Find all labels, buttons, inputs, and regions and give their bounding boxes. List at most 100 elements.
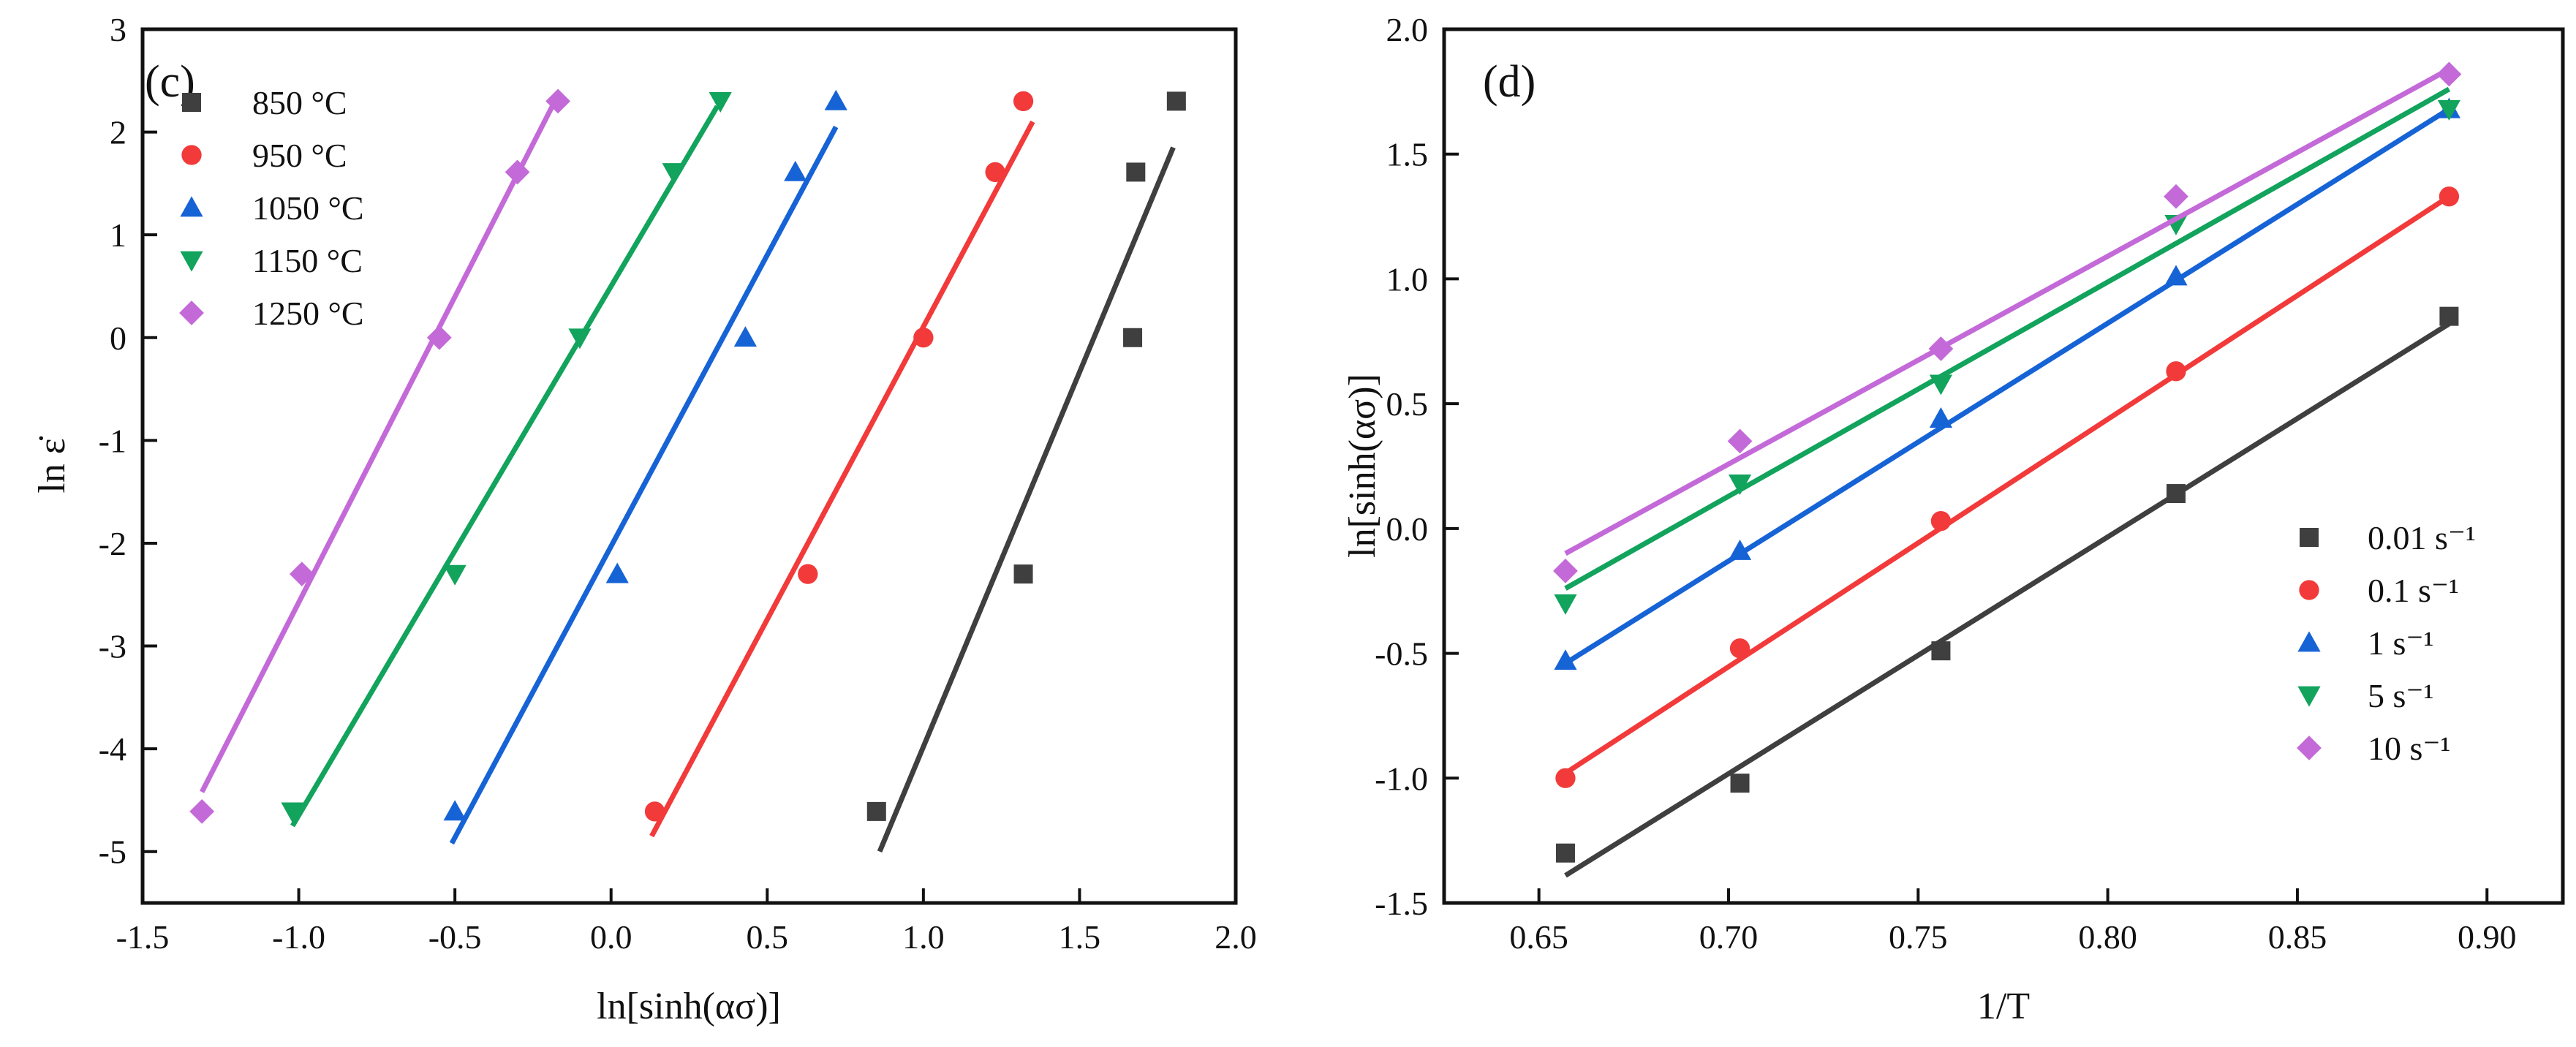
data-point-850-c	[1126, 162, 1146, 182]
y-tick-label: -4	[99, 730, 126, 768]
data-point-850-c	[1123, 328, 1143, 347]
data-point-1050-c	[824, 89, 847, 110]
x-tick-label: 0.85	[2268, 918, 2327, 956]
legend-marker-1250-c	[179, 301, 204, 325]
y-tick-label: 1.0	[1386, 260, 1429, 298]
legend-marker-10-s	[2297, 736, 2322, 760]
data-point-950-c	[644, 801, 665, 822]
legend-d: 0.01 s⁻¹ 0.1 s⁻¹ 1 s⁻¹ 5 s⁻¹ 10 s⁻¹	[2297, 519, 2476, 767]
legend-c: 850 °C 950 °C 1050 °C 1150 °C 1250 °C	[179, 84, 364, 332]
data-point-850-c	[866, 801, 886, 821]
data-point-950-c	[913, 328, 934, 348]
y-tick-label: -1	[99, 422, 126, 459]
legend-label-1050-c: 1050 °C	[252, 189, 364, 227]
x-tick-label: 0.80	[2078, 918, 2137, 956]
fit-line-5-s	[1564, 86, 2451, 591]
data-point-0-1-s	[1729, 638, 1750, 659]
data-point-1250-c	[189, 798, 215, 824]
y-tick-label: -2	[99, 525, 126, 562]
x-tick-label: 0.90	[2458, 918, 2517, 956]
data-point-1150-c	[281, 802, 304, 823]
y-tick-label: 2.0	[1386, 11, 1429, 48]
fit-line-0-1-s	[1564, 194, 2451, 776]
data-point-950-c	[1013, 91, 1034, 112]
y-tick-label: -0.5	[1375, 635, 1428, 673]
y-tick-label: 0	[110, 320, 126, 357]
y-tick-label: 2	[110, 114, 126, 151]
fit-line-1050-c	[449, 125, 839, 845]
y-tick-label: -1.5	[1375, 885, 1428, 922]
data-point-950-c	[798, 564, 818, 584]
data-point-10-s	[1928, 336, 1954, 361]
legend-label-0-1-s: 0.1 s⁻¹	[2368, 572, 2459, 609]
data-point-0-01-s	[2166, 484, 2186, 504]
data-point-0-01-s	[2439, 306, 2459, 326]
data-point-1250-c	[289, 562, 314, 587]
x-axis-title-d: 1/T	[1977, 986, 2030, 1027]
legend-label-0-01-s: 0.01 s⁻¹	[2368, 519, 2476, 556]
fit-line-1150-c	[290, 105, 719, 828]
y-tick-label: -5	[99, 834, 126, 871]
data-point-10-s	[1553, 559, 1578, 583]
fit-line-10-s	[1564, 67, 2451, 556]
data-point-1050-c	[733, 326, 757, 347]
plot-area-d: 0.65 0.70 0.75 0.80 0.85 0.90 -1.5 -1.0 -0.5 0.0 0…	[1375, 11, 2516, 956]
data-point-1250-c	[426, 325, 452, 350]
panel-d: 0.65 0.70 0.75 0.80 0.85 0.90 -1.5 -1.0 -0.5 0.0 0…	[1342, 11, 2565, 1027]
y-tick-label: 3	[110, 11, 126, 48]
data-point-10-s	[2164, 184, 2188, 209]
legend-marker-0-1-s	[2299, 580, 2319, 600]
panel-label-d: (d)	[1483, 57, 1536, 107]
x-axis-title-c: ln[sinh(ασ)]	[597, 986, 781, 1027]
data-point-1-s	[2164, 265, 2188, 286]
x-tick-label: 0.0	[590, 918, 632, 956]
y-tick-label: -3	[99, 628, 126, 665]
data-point-0-1-s	[2166, 361, 2186, 382]
data-point-5-s	[1728, 475, 1752, 495]
x-tick-label: 0.65	[1509, 918, 1568, 956]
data-point-1150-c	[709, 92, 732, 113]
data-point-5-s	[1554, 594, 1577, 615]
legend-label-950-c: 950 °C	[252, 137, 347, 174]
data-point-1250-c	[545, 88, 570, 114]
data-point-1-s	[1728, 539, 1752, 560]
y-axis-title-c: ln ε̇	[31, 436, 73, 493]
legend-label-1250-c: 1250 °C	[252, 295, 364, 332]
fit-line-1-s	[1564, 107, 2451, 666]
y-tick-label: 1	[110, 216, 126, 254]
data-point-1250-c	[505, 159, 530, 185]
y-tick-label: 1.5	[1386, 136, 1429, 173]
x-tick-label: 0.75	[1889, 918, 1948, 956]
data-point-950-c	[985, 162, 1005, 183]
x-tick-label: 1.0	[902, 918, 945, 956]
data-point-1-s	[1554, 649, 1577, 670]
x-tick-label: -0.5	[428, 918, 482, 956]
legend-marker-0-01-s	[2300, 528, 2319, 547]
fit-line-850-c	[877, 146, 1176, 853]
data-point-1050-c	[443, 800, 467, 821]
legend-marker-5-s	[2297, 686, 2321, 707]
fit-line-950-c	[649, 120, 1035, 838]
x-tick-label: 0.70	[1699, 918, 1759, 956]
data-point-0-01-s	[1555, 843, 1575, 863]
data-point-5-s	[1929, 374, 1953, 396]
data-point-0-1-s	[2439, 186, 2460, 207]
data-point-1150-c	[568, 328, 592, 349]
y-tick-label: 0.5	[1386, 385, 1429, 423]
x-tick-label: 2.0	[1215, 918, 1257, 956]
x-tick-label: -1.0	[272, 918, 325, 956]
plot-area-c: -1.5 -1.0 -0.5 0.0 0.5 1.0 1.5 2.0-5-4-3-2-1012…	[99, 11, 1257, 956]
data-point-5-s	[2437, 99, 2461, 121]
panel-c: -1.5 -1.0 -0.5 0.0 0.5 1.0 1.5 2.0-5-4-3-2-1012…	[31, 11, 1257, 1027]
data-point-1-s	[1929, 407, 1953, 428]
y-tick-label: -1.0	[1375, 760, 1428, 797]
legend-label-850-c: 850 °C	[252, 84, 347, 121]
y-tick-label: 0.0	[1386, 510, 1429, 548]
legend-marker-850-c	[182, 93, 201, 112]
x-tick-label: -1.5	[116, 918, 170, 956]
plot-frame-d	[1442, 27, 2565, 905]
data-point-1150-c	[662, 163, 685, 184]
legend-marker-1150-c	[180, 251, 203, 272]
legend-label-1-s: 1 s⁻¹	[2368, 624, 2433, 662]
